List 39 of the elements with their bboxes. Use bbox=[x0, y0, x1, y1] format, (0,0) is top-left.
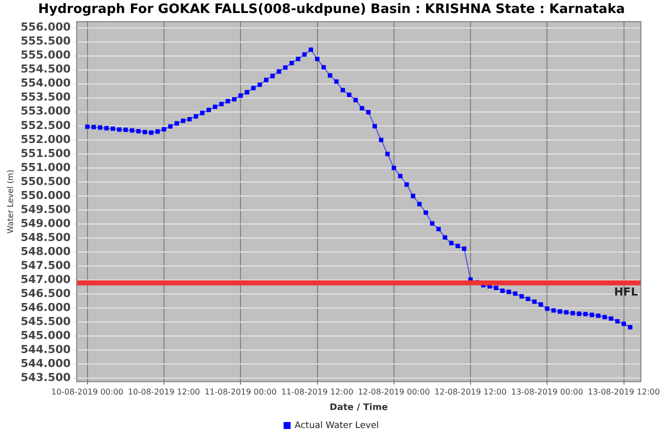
y-tick-label: 553.500 bbox=[20, 90, 72, 104]
x-tick-label: 12-08-2019 12:00 bbox=[434, 387, 507, 396]
y-tick-label: 554.000 bbox=[20, 76, 72, 90]
y-tick-label: 547.500 bbox=[20, 258, 72, 272]
y-tick-label: 550.000 bbox=[20, 188, 72, 202]
y-tick-label: 556.000 bbox=[20, 20, 72, 34]
y-tick-label: 543.500 bbox=[20, 371, 72, 384]
y-tick-label: 547.000 bbox=[20, 272, 72, 286]
x-tick-label: 13-08-2019 12:00 bbox=[588, 387, 660, 396]
x-tick-label: 11-08-2019 00:00 bbox=[204, 387, 277, 396]
y-tick-label: 551.500 bbox=[20, 146, 72, 160]
y-tick-label: 544.500 bbox=[20, 343, 72, 356]
y-tick-label: 555.000 bbox=[20, 48, 72, 62]
y-tick-label: 548.000 bbox=[20, 244, 72, 258]
ref-line-label: HFL bbox=[614, 285, 638, 298]
y-tick-label: 545.500 bbox=[20, 315, 72, 328]
y-tick-label: 546.500 bbox=[20, 286, 72, 300]
y-tick-label: 554.500 bbox=[20, 62, 72, 76]
y-tick-label: 555.500 bbox=[20, 34, 72, 48]
chart-title: Hydrograph For GOKAK FALLS(008-ukdpune) Basin : KRISHNA State : Karnataka bbox=[38, 2, 625, 18]
y-tick-label: 548.500 bbox=[20, 230, 72, 244]
x-tick-label: 10-08-2019 00:00 bbox=[51, 387, 124, 396]
y-tick-label: 551.000 bbox=[20, 160, 72, 174]
y-tick-label: 545.000 bbox=[20, 329, 72, 342]
y-tick-label: 549.000 bbox=[20, 216, 72, 230]
x-tick-label: 11-08-2019 12:00 bbox=[281, 387, 354, 396]
y-tick-label: 550.500 bbox=[20, 174, 72, 188]
x-axis-title: Date / Time bbox=[330, 402, 388, 413]
y-tick-label: 552.000 bbox=[20, 132, 72, 146]
legend-label: Actual Water Level bbox=[294, 420, 379, 431]
y-tick-label: 544.000 bbox=[20, 357, 72, 370]
x-tick-label: 13-08-2019 00:00 bbox=[511, 387, 584, 396]
y-axis-title: Water Level (m) bbox=[6, 170, 15, 234]
y-tick-label: 546.000 bbox=[20, 301, 72, 314]
x-tick-label: 12-08-2019 00:00 bbox=[358, 387, 430, 396]
y-tick-label: 552.500 bbox=[20, 118, 72, 132]
y-tick-label: 549.500 bbox=[20, 202, 72, 216]
x-tick-label: 10-08-2019 12:00 bbox=[128, 387, 200, 396]
y-tick-label: 553.000 bbox=[20, 104, 72, 118]
